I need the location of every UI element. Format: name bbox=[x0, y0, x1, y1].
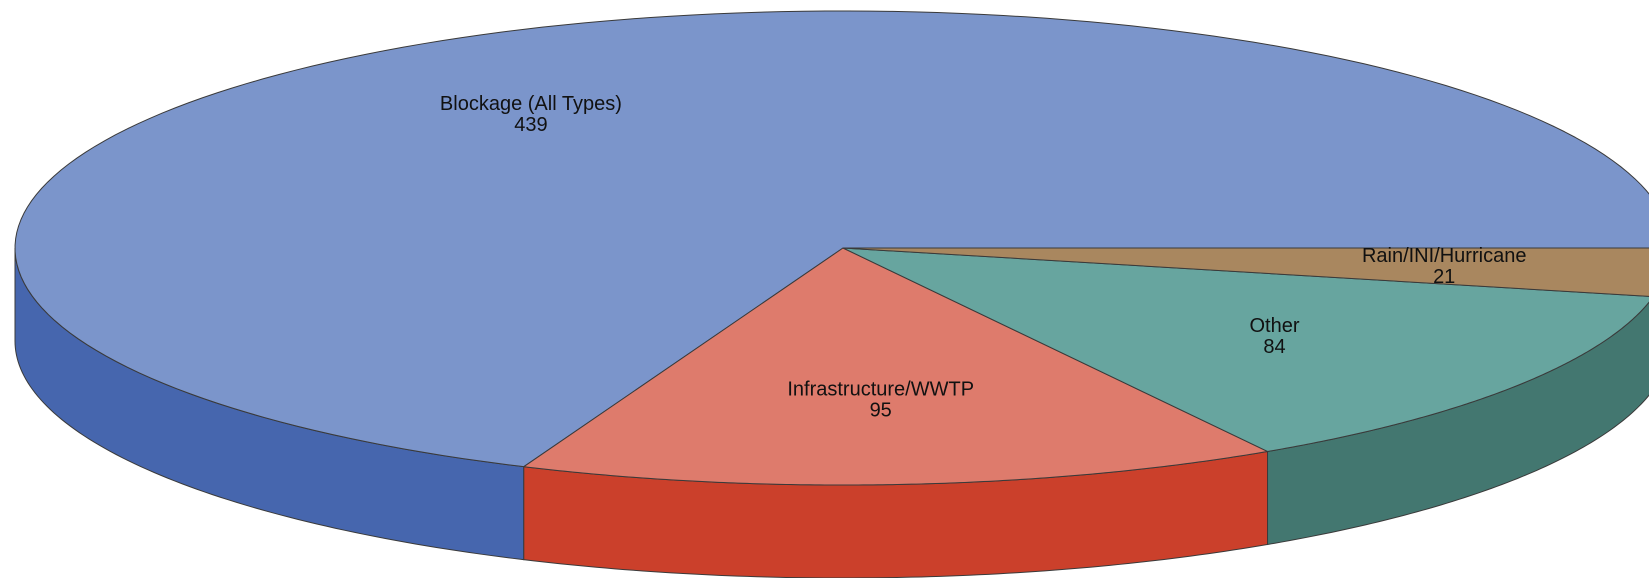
pie-slice-rain-ini-hurricane bbox=[842, 247, 1649, 297]
slice-value-other: 84 bbox=[1263, 336, 1285, 358]
slice-label-other: Other bbox=[1249, 315, 1299, 337]
pie-sides bbox=[14, 247, 1649, 578]
slice-value-infrastructure-wwtp: 95 bbox=[870, 399, 892, 421]
pie-slice-infrastructure-wwtp bbox=[523, 247, 1269, 486]
pie-slice-other bbox=[842, 247, 1649, 452]
slice-label-rain-ini-hurricane: Rain/INI/Hurricane bbox=[1362, 245, 1527, 267]
pie-slice-blockage-all-types bbox=[14, 10, 1649, 468]
slice-label-blockage-all-types: Blockage (All Types) bbox=[440, 93, 622, 115]
slice-value-blockage-all-types: 439 bbox=[514, 114, 547, 136]
slice-label-infrastructure-wwtp: Infrastructure/WWTP bbox=[787, 378, 974, 400]
slice-value-rain-ini-hurricane: 21 bbox=[1433, 266, 1455, 288]
pie-tops bbox=[14, 10, 1649, 486]
pie-labels: Blockage (All Types)439 Infrastructure/WW… bbox=[440, 93, 1527, 421]
